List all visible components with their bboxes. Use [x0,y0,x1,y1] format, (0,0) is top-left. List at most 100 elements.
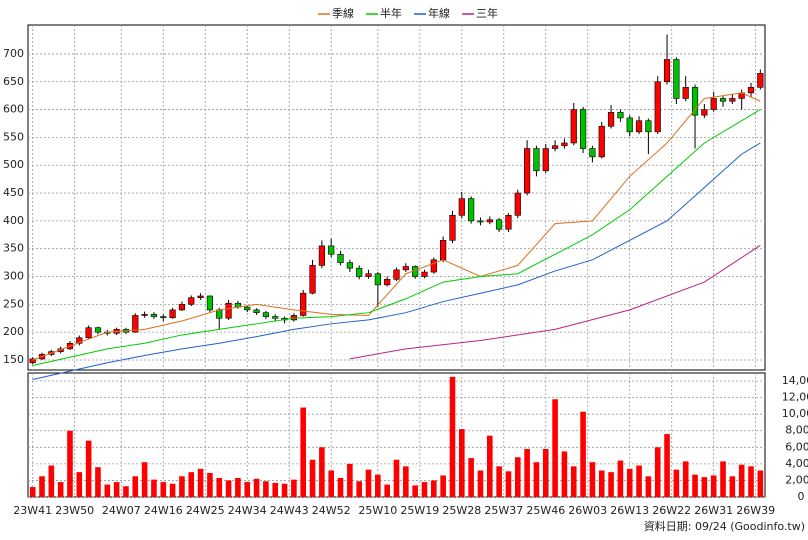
candle-body [85,327,92,339]
candle-body [225,302,232,319]
volume-bar [337,477,344,497]
x-tick-label: 24W16 [144,504,183,517]
candle-body [524,148,531,194]
x-tick-label: 23W50 [55,504,94,517]
candle-body [729,98,736,102]
candle-body [94,327,102,333]
volume-bar [384,484,390,497]
volume-bar [263,481,269,497]
y-tick-label: 350 [3,242,24,255]
candle-body [468,198,475,222]
y-tick-label: 700 [3,47,24,60]
volume-bar [626,468,633,497]
y2-tick-label: 8,000 [785,424,808,437]
y2-tick-label: 6,000 [785,440,808,453]
candle-body [272,316,279,319]
candle-body [421,271,428,277]
candle-body [300,292,307,316]
x-tick-label: 24W07 [102,504,141,517]
candle-body [402,266,409,271]
candle-body [635,120,643,133]
volume-bar [431,480,437,497]
volume-bar [365,469,372,497]
candle-body [542,148,549,172]
ma-line [349,244,761,360]
volume-bar [319,447,325,497]
footnote: 資料日期: 09/24 (Goodinfo.tw) [644,519,805,533]
candle-body [430,259,437,273]
y-tick-label: 300 [3,270,24,283]
volume-bar [113,482,120,497]
y-tick-label: 450 [3,186,24,199]
candle-body [253,309,260,313]
volume-bar [104,484,111,497]
y2-tick-label: 0 [798,490,805,503]
volume-bar [561,451,568,497]
candle-body [626,117,633,133]
candle-body [244,306,251,311]
volume-bar [533,462,540,497]
volume-bar [552,399,558,497]
volume-bar [151,479,157,497]
volume-bar [701,477,708,497]
volume-bar [188,472,195,497]
volume-bar [468,458,474,497]
volume-bar [421,482,428,497]
volume-bar [459,429,465,497]
candle-body [496,219,503,230]
candle-body [477,220,484,223]
candle-body [579,109,587,149]
x-tick-label: 25W10 [358,504,397,517]
volume-bar [598,470,605,497]
x-tick-label: 25W37 [484,504,523,517]
candle-body [150,314,158,317]
candle-body [160,316,167,318]
volume-bar [449,376,456,497]
volume-bar [216,477,223,497]
volume-bar [393,459,400,497]
x-tick-label: 23W41 [13,504,52,517]
volume-bar [729,476,736,497]
y-tick-label: 600 [3,103,24,116]
candle-body [617,112,624,119]
candle-body [346,262,353,269]
candle-body [197,295,204,298]
candle-body [654,81,661,133]
x-tick-label: 26W13 [610,504,649,517]
volume-bar [253,478,260,497]
candle-body [216,309,223,319]
candle-body [514,192,521,216]
candle-body [262,312,269,317]
candle-body [551,145,559,149]
volume-bar [244,482,251,497]
volume-bar [67,430,73,497]
candle-body [29,358,36,364]
volume-bar [95,467,101,497]
y2-tick-label: 2,000 [785,473,808,486]
volume-bar [738,464,745,497]
candle-body [356,267,363,277]
volume-bar [57,482,64,497]
volume-bar [141,462,148,497]
volume-bar [29,487,36,497]
candle-body [309,265,316,294]
volume-bar [580,411,586,497]
ma-line [32,109,761,367]
volume-bar [654,447,661,497]
volume-bar [514,457,521,497]
volume-bar [85,440,92,497]
candle-body [710,98,717,110]
volume-bar [505,471,512,497]
volume-bar [225,480,232,497]
candle-body [570,109,577,144]
volume-bar [39,476,45,497]
volume-bar [710,475,717,497]
candle-body [663,59,671,83]
y-tick-label: 150 [3,353,24,366]
volume-bar [440,475,446,497]
candle-body [701,109,708,116]
candle-body [747,87,755,94]
volume-bar [160,482,167,497]
candle-body [393,269,400,280]
y-tick-label: 400 [3,214,24,227]
